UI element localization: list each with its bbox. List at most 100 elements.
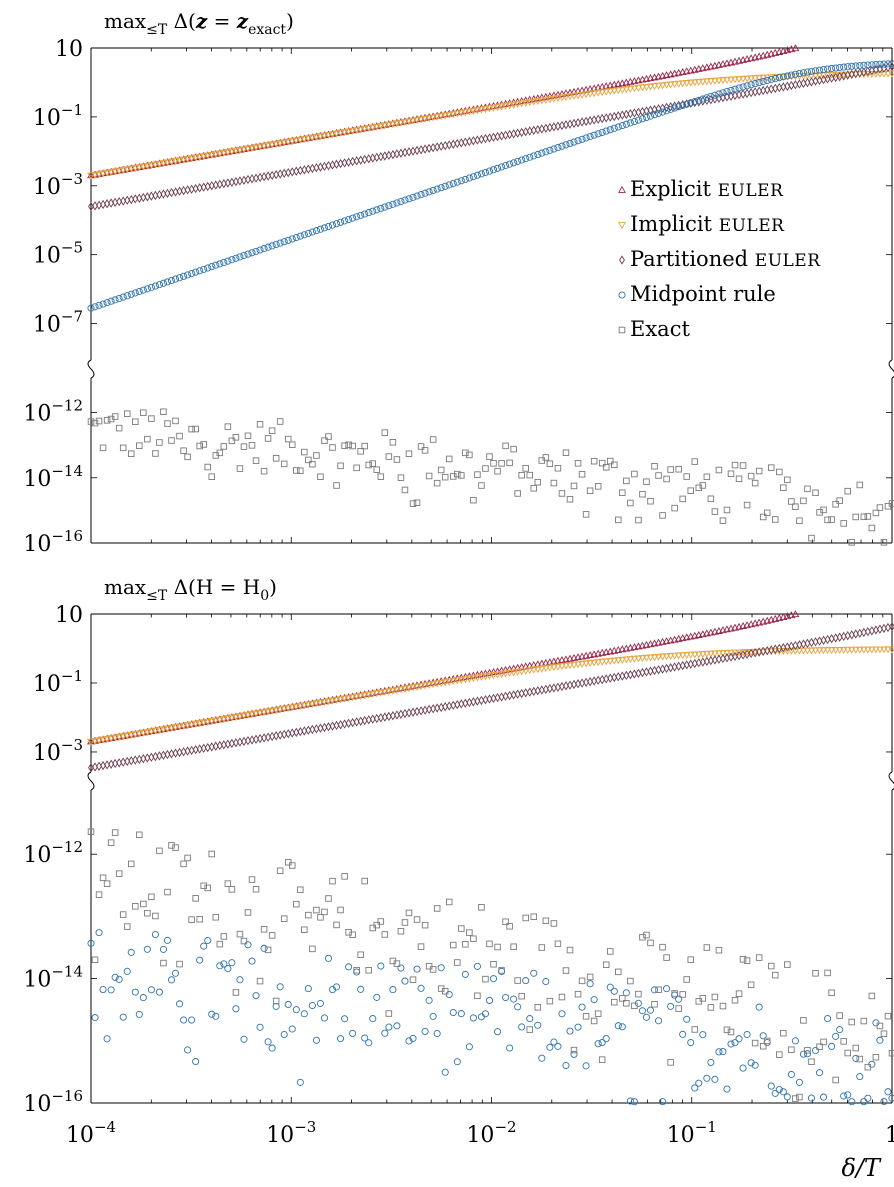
data-point <box>715 946 723 954</box>
data-point <box>148 415 155 422</box>
data-point <box>147 162 156 170</box>
data-point <box>824 1015 832 1023</box>
data-point <box>195 720 204 728</box>
data-point <box>832 64 840 72</box>
data-point <box>537 665 546 673</box>
data-point <box>557 663 566 671</box>
data-point <box>800 497 807 505</box>
data-point <box>586 133 594 141</box>
data-point <box>400 685 409 693</box>
data-point <box>646 83 655 91</box>
data-point <box>859 71 868 79</box>
data-point <box>578 977 586 985</box>
data-point <box>212 914 220 921</box>
data-point <box>594 659 603 667</box>
data-point <box>356 692 365 700</box>
data-point <box>191 720 200 728</box>
data-point <box>308 1001 316 1010</box>
data-point <box>240 443 248 450</box>
data-point <box>196 956 204 964</box>
data-point <box>264 435 272 442</box>
data-point <box>751 1061 759 1069</box>
data-point <box>131 988 139 996</box>
data-point <box>880 1097 888 1106</box>
data-point <box>860 1098 868 1106</box>
chart-title: max≤T Δ(z = zexact) <box>104 9 294 38</box>
data-point <box>272 707 281 715</box>
data-point <box>542 978 550 986</box>
data-point <box>232 989 240 996</box>
data-point <box>151 282 159 290</box>
data-point <box>437 466 445 474</box>
data-point <box>526 1015 534 1023</box>
data-point <box>289 441 296 448</box>
data-point <box>727 1028 735 1036</box>
data-point <box>481 673 490 681</box>
data-point <box>417 943 425 950</box>
data-point <box>196 442 203 450</box>
data-point <box>506 923 513 930</box>
data-point <box>610 657 619 665</box>
data-point <box>337 1035 345 1043</box>
data-point <box>630 655 639 663</box>
data-point <box>772 971 779 979</box>
data-point <box>180 860 187 868</box>
data-point <box>679 495 686 503</box>
data-point <box>417 191 425 199</box>
data-point <box>538 1054 546 1062</box>
data-point <box>276 983 284 991</box>
data-point <box>368 690 377 698</box>
data-point <box>308 228 316 236</box>
data-point <box>377 918 385 925</box>
data-point <box>654 1017 663 1025</box>
data-point <box>792 1095 799 1102</box>
data-point <box>147 728 156 736</box>
data-point <box>176 432 183 440</box>
data-point <box>566 139 574 147</box>
data-point <box>739 83 747 91</box>
data-point <box>574 137 582 145</box>
data-point <box>357 985 365 993</box>
data-point <box>123 732 132 740</box>
data-point <box>332 696 341 704</box>
data-point <box>772 516 779 523</box>
data-point <box>619 489 626 496</box>
data-point <box>252 144 261 152</box>
data-point <box>586 973 594 981</box>
data-point <box>99 736 108 744</box>
data-point <box>578 660 587 668</box>
data-point <box>888 1049 894 1057</box>
data-point <box>321 908 328 916</box>
data-point <box>132 418 139 425</box>
data-point <box>212 261 220 269</box>
data-point <box>646 112 655 120</box>
data-point <box>103 169 112 177</box>
data-point <box>477 170 485 178</box>
data-point <box>348 694 357 702</box>
data-point <box>458 925 465 932</box>
y-tick-label: 10−3 <box>33 736 83 766</box>
data-point <box>542 454 550 461</box>
data-point <box>671 504 678 512</box>
data-point <box>385 453 393 460</box>
data-point <box>244 145 252 153</box>
data-point <box>667 1059 674 1066</box>
data-point <box>711 1075 719 1083</box>
chart-title: max≤T Δ(H = H0) <box>104 575 277 604</box>
data-point <box>590 996 598 1004</box>
data-point <box>675 995 683 1003</box>
data-point <box>719 89 727 97</box>
data-point <box>623 1000 630 1007</box>
data-point <box>369 207 377 215</box>
data-point <box>663 954 670 961</box>
data-point <box>300 702 309 710</box>
data-point <box>421 115 430 123</box>
data-point <box>751 80 759 88</box>
data-point <box>796 1093 803 1101</box>
data-point <box>816 1043 823 1051</box>
data-point <box>309 460 316 468</box>
data-point <box>111 296 119 304</box>
data-point <box>445 111 454 119</box>
data-point <box>192 268 200 276</box>
data-point <box>598 1056 606 1063</box>
